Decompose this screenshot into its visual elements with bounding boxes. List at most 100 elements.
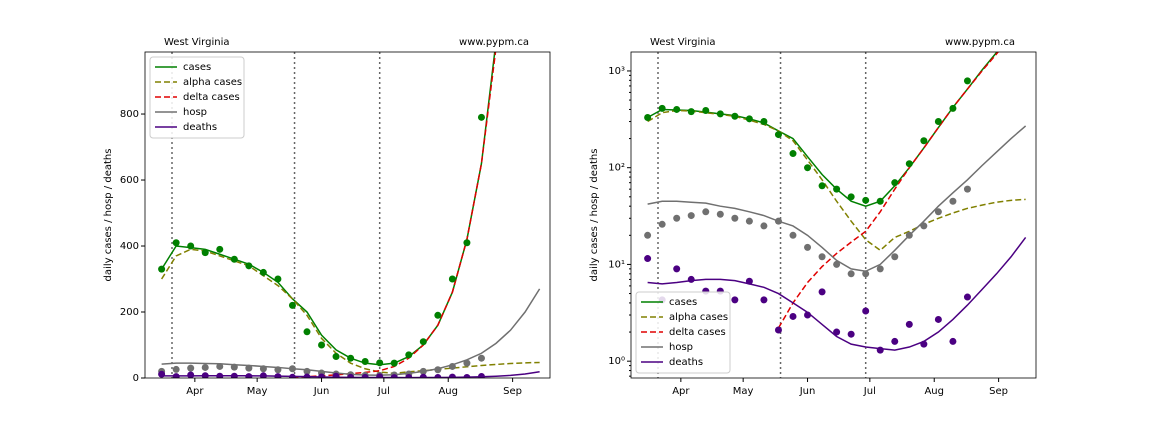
data-point: [702, 208, 710, 216]
data-point: [405, 351, 413, 359]
data-point: [833, 328, 841, 336]
series-line: [647, 125, 1027, 273]
data-point: [230, 363, 238, 371]
data-point: [201, 363, 209, 371]
data-point: [847, 193, 855, 201]
data-point: [405, 373, 413, 378]
data-point: [745, 115, 753, 123]
data-point: [862, 196, 870, 204]
data-point: [934, 208, 942, 216]
plot-frame: [630, 51, 1037, 379]
source-label: www.pypm.ca: [945, 37, 1015, 48]
x-tick-label: Sep: [989, 386, 1008, 397]
data-point: [658, 104, 666, 112]
data-point: [687, 108, 695, 116]
panel: Apr May Jun Jul Aug Sep 10⁰ 10¹ 10² 10³ West Virgi…: [589, 37, 1037, 397]
data-point: [288, 301, 296, 309]
data-point: [818, 182, 826, 190]
y-axis-label: daily cases / hosp / deaths: [103, 149, 114, 282]
data-point: [303, 367, 311, 375]
data-point: [687, 212, 695, 220]
data-point: [949, 337, 957, 345]
panel-title: West Virginia: [650, 37, 715, 48]
data-point: [891, 253, 899, 261]
data-point: [804, 243, 812, 251]
data-point: [332, 353, 340, 361]
data-point: [419, 367, 427, 375]
panel-title: West Virginia: [164, 37, 229, 48]
data-point: [230, 255, 238, 263]
legend-label: deaths: [669, 357, 703, 368]
data-point: [920, 222, 928, 230]
data-point: [303, 373, 311, 378]
legend-box: [149, 56, 245, 139]
data-point: [905, 160, 913, 168]
data-point: [847, 270, 855, 278]
series-line: [292, 52, 497, 378]
x-tick-label: Apr: [186, 386, 204, 397]
data-point: [833, 260, 841, 268]
data-point: [259, 268, 267, 276]
legend-label: alpha cases: [669, 312, 728, 323]
data-point: [158, 265, 166, 273]
data-point: [216, 245, 224, 253]
x-tick-label: Jun: [313, 386, 330, 397]
data-point: [318, 341, 326, 349]
data-point: [804, 164, 812, 172]
data-point: [862, 270, 870, 278]
y-tick-label: 10⁰: [608, 356, 625, 367]
legend-label: hosp: [183, 107, 207, 118]
data-point: [201, 372, 209, 378]
data-point: [745, 217, 753, 225]
data-point: [905, 320, 913, 328]
data-point: [731, 112, 739, 120]
data-point: [716, 110, 724, 118]
legend-label: hosp: [669, 342, 693, 353]
data-point: [274, 373, 282, 378]
x-tick-label: May: [247, 386, 268, 397]
data-point: [963, 185, 971, 193]
data-point: [390, 359, 398, 367]
data-point: [789, 231, 797, 239]
y-tick-label: 200: [120, 307, 139, 318]
data-point: [716, 210, 724, 218]
legend: cases alpha cases delta cases hosp deaths: [635, 291, 731, 374]
data-point: [376, 373, 384, 378]
data-point: [789, 312, 797, 320]
data-point: [760, 222, 768, 230]
legend-label: deaths: [183, 122, 217, 133]
data-point: [187, 364, 195, 372]
data-point: [158, 370, 166, 378]
data-point: [876, 265, 884, 273]
data-point: [477, 354, 485, 362]
data-point: [274, 366, 282, 374]
plot-area: [158, 52, 541, 378]
data-point: [876, 197, 884, 205]
data-point: [934, 315, 942, 323]
series-line: [777, 52, 1000, 329]
data-point: [318, 373, 326, 378]
data-point: [463, 359, 471, 367]
data-point: [702, 107, 710, 115]
data-point: [789, 150, 797, 158]
series-line: [160, 248, 540, 375]
data-point: [963, 293, 971, 301]
data-point: [731, 296, 739, 304]
legend-label: cases: [669, 297, 697, 308]
x-tick-label: Jul: [377, 386, 390, 397]
data-point: [876, 346, 884, 354]
legend: cases alpha cases delta cases hosp deaths: [149, 56, 245, 139]
y-tick-label: 800: [120, 109, 139, 120]
source-label: www.pypm.ca: [459, 37, 529, 48]
data-point: [419, 338, 427, 346]
data-point: [745, 277, 753, 285]
data-point: [361, 373, 369, 378]
data-point: [259, 372, 267, 378]
y-tick-label: 10²: [608, 163, 625, 174]
series-line: [647, 237, 1027, 351]
data-point: [644, 255, 652, 263]
data-point: [463, 373, 471, 378]
legend-box: [635, 291, 731, 374]
data-point: [448, 275, 456, 283]
data-point: [216, 372, 224, 378]
